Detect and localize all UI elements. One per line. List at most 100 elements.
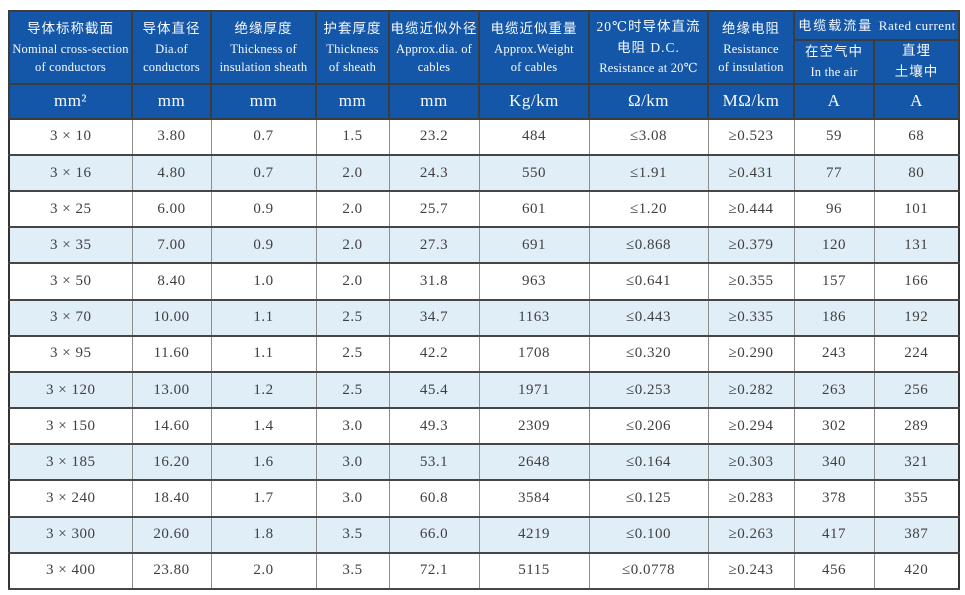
cell: 3.0 — [315, 407, 390, 446]
header-label: 20℃时导体直流 — [596, 19, 701, 35]
cell: 3 × 35 — [8, 226, 133, 265]
cell: 2309 — [478, 407, 590, 446]
header-cross-section: 导体标称截面 Nominal cross-section of conducto… — [8, 10, 133, 85]
cell: 166 — [873, 262, 960, 301]
cell: 3 × 95 — [8, 334, 133, 373]
header-label: 绝缘电阻 — [722, 20, 780, 36]
cell: ≥0.379 — [707, 226, 795, 265]
cell: 3 × 10 — [8, 117, 133, 157]
header-current-buried: 直埋 土壤中 — [873, 39, 960, 85]
unit-cell: Ω/km — [588, 82, 709, 120]
cell: 0.9 — [210, 226, 317, 265]
cell: ≤1.91 — [588, 153, 709, 193]
cell: ≤0.253 — [588, 370, 709, 410]
cell: 68 — [873, 117, 960, 157]
cell: 456 — [793, 551, 875, 591]
table-row: 3 × 120 13.00 1.2 2.5 45.4 1971 ≤0.253 ≥… — [8, 370, 960, 410]
unit-cell: mm — [210, 82, 317, 120]
header-rated-current-group: 电缆载流量 Rated current — [793, 10, 960, 41]
cell: 3 × 400 — [8, 551, 133, 591]
cell: 691 — [478, 226, 590, 265]
cell: 2.5 — [315, 334, 390, 373]
cell: 3.5 — [315, 551, 390, 591]
cell: 20.60 — [131, 515, 212, 554]
header-label: 电阻 D.C. — [617, 40, 680, 56]
cell: ≥0.243 — [707, 551, 795, 591]
cell: 3 × 240 — [8, 479, 133, 518]
unit-cell: mm — [388, 82, 480, 120]
cell: ≥0.355 — [707, 262, 795, 301]
cell: 1163 — [478, 298, 590, 337]
cell: 1971 — [478, 370, 590, 410]
cell: 23.80 — [131, 551, 212, 591]
cell: 3 × 50 — [8, 262, 133, 301]
cell: 420 — [873, 551, 960, 591]
header-sheath-thickness: 护套厚度 Thickness of sheath — [315, 10, 390, 85]
cell: 18.40 — [131, 479, 212, 518]
cell: 2648 — [478, 443, 590, 482]
cell: ≥0.294 — [707, 407, 795, 446]
cell: 5115 — [478, 551, 590, 591]
header-label: of conductors — [35, 59, 106, 74]
cell: ≥0.282 — [707, 370, 795, 410]
cell: ≤3.08 — [588, 117, 709, 157]
cell: 224 — [873, 334, 960, 373]
cell: 23.2 — [388, 117, 480, 157]
cell: ≥0.303 — [707, 443, 795, 482]
cell: ≤0.164 — [588, 443, 709, 482]
cell: 3 × 25 — [8, 190, 133, 229]
header-conductor-diameter: 导体直径 Dia.of conductors — [131, 10, 212, 85]
table-row: 3 × 185 16.20 1.6 3.0 53.1 2648 ≤0.164 ≥… — [8, 443, 960, 482]
header-label: of insulation — [718, 59, 784, 74]
cell: 550 — [478, 153, 590, 193]
header-label: Thickness — [326, 41, 379, 56]
cell: 321 — [873, 443, 960, 482]
cell: 6.00 — [131, 190, 212, 229]
cell: 45.4 — [388, 370, 480, 410]
cell: 4219 — [478, 515, 590, 554]
cell: ≥0.523 — [707, 117, 795, 157]
cell: ≤0.100 — [588, 515, 709, 554]
cell: 77 — [793, 153, 875, 193]
units-row: mm² mm mm mm mm Kg/km Ω/km MΩ/km A A — [8, 82, 960, 120]
header-approx-diameter: 电缆近似外径 Approx.dia. of cables — [388, 10, 480, 85]
cell: 3584 — [478, 479, 590, 518]
header-label: Rated current — [878, 18, 956, 33]
cell: 1.8 — [210, 515, 317, 554]
unit-cell: mm² — [8, 82, 133, 120]
cell: 72.1 — [388, 551, 480, 591]
cell: 2.0 — [315, 262, 390, 301]
cell: ≥0.290 — [707, 334, 795, 373]
header-approx-weight: 电缆近似重量 Approx.Weight of cables — [478, 10, 590, 85]
cell: ≤0.641 — [588, 262, 709, 301]
header-label: 直埋 — [902, 43, 931, 58]
header-label: 导体标称截面 — [27, 20, 114, 36]
cell: 3 × 120 — [8, 370, 133, 410]
cell: 4.80 — [131, 153, 212, 193]
cell: ≤1.20 — [588, 190, 709, 229]
cell: 263 — [793, 370, 875, 410]
cell: 2.0 — [315, 190, 390, 229]
cell: 157 — [793, 262, 875, 301]
cell: ≥0.335 — [707, 298, 795, 337]
cell: 49.3 — [388, 407, 480, 446]
header-label: Approx.Weight — [494, 41, 574, 56]
cell: 1.2 — [210, 370, 317, 410]
cell: 131 — [873, 226, 960, 265]
cell: 963 — [478, 262, 590, 301]
cell: 66.0 — [388, 515, 480, 554]
cell: 59 — [793, 117, 875, 157]
header-row-sub: 在空气中 In the air 直埋 土壤中 — [9, 39, 960, 85]
header-label: Resistance — [723, 41, 779, 56]
cell: 0.9 — [210, 190, 317, 229]
header-label: cables — [417, 59, 451, 74]
table-header: 导体标称截面 Nominal cross-section of conducto… — [8, 10, 960, 120]
header-label: 绝缘厚度 — [234, 20, 293, 36]
cell: 0.7 — [210, 117, 317, 157]
cell: 192 — [873, 298, 960, 337]
cell: ≤0.443 — [588, 298, 709, 337]
header-label: Thickness of — [230, 41, 297, 56]
cell: 3 × 70 — [8, 298, 133, 337]
header-label: Resistance at 20℃ — [599, 61, 698, 76]
cell: 34.7 — [388, 298, 480, 337]
